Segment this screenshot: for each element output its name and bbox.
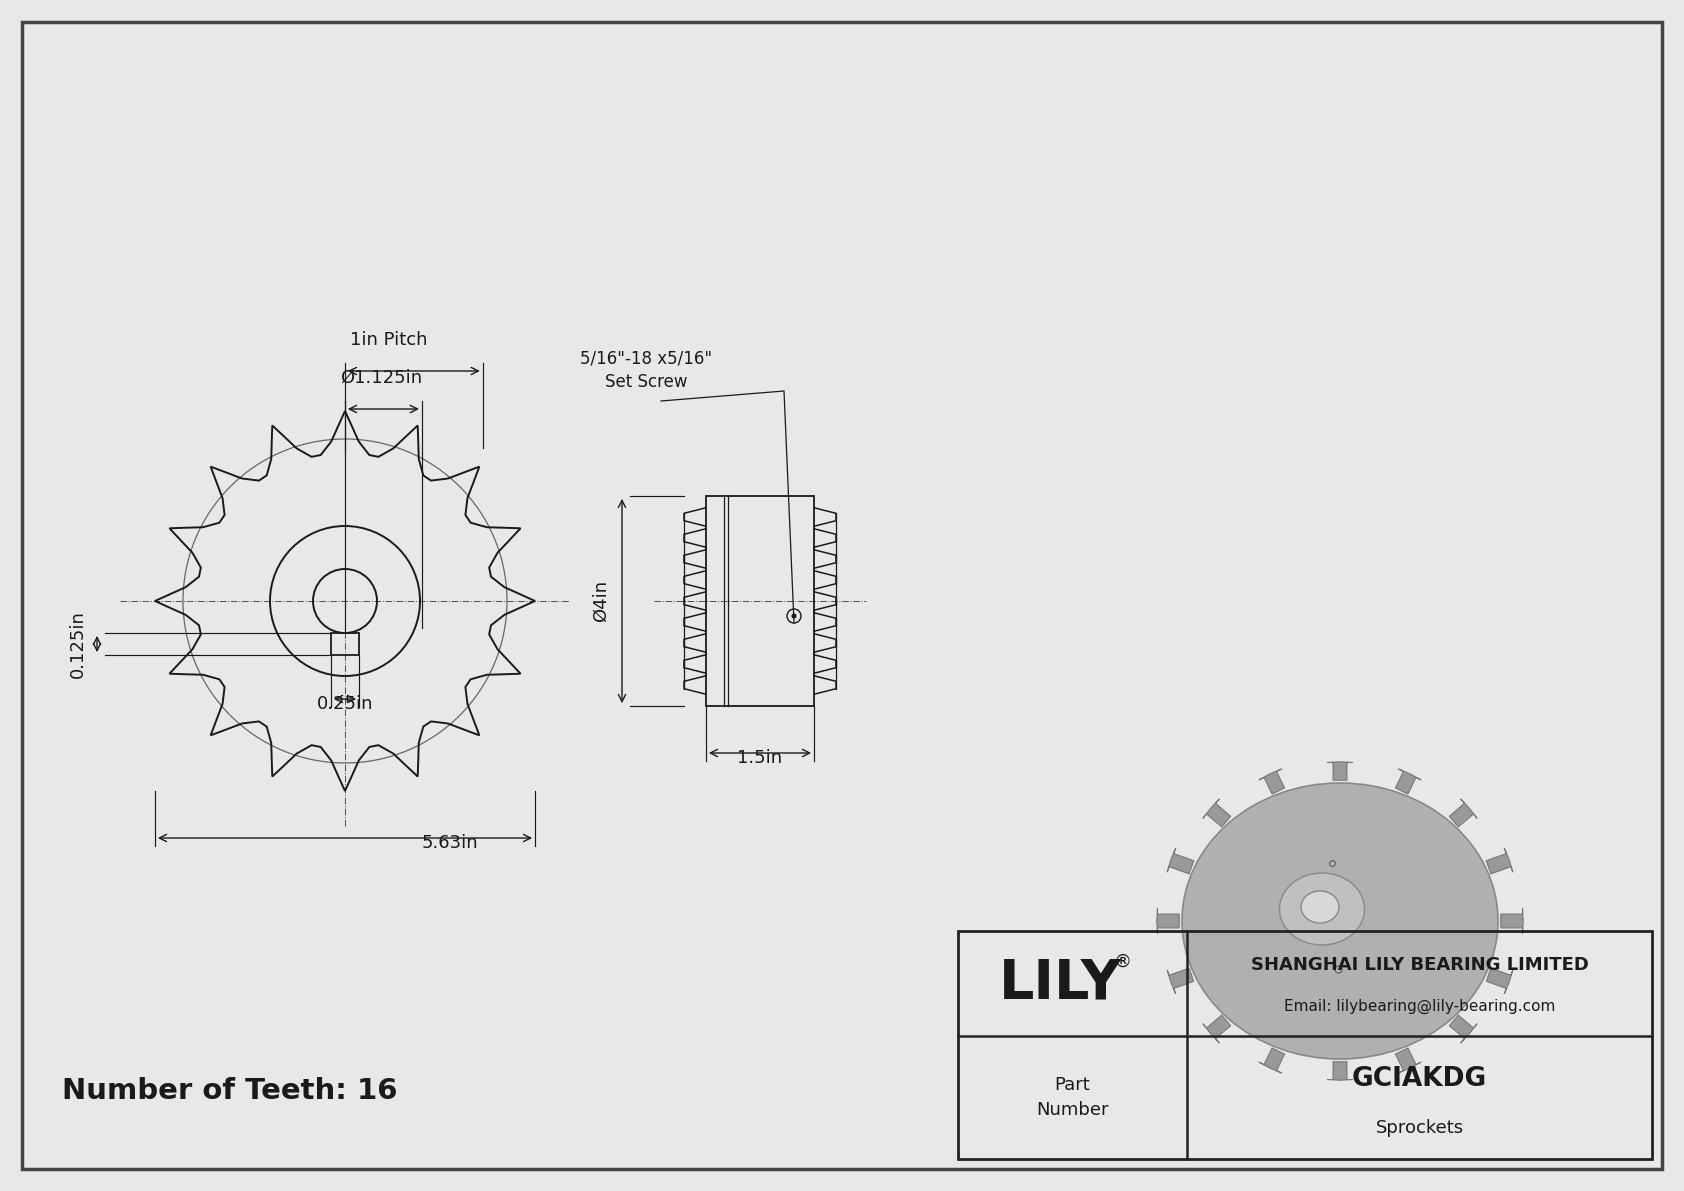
FancyArrowPatch shape	[1327, 1062, 1352, 1080]
Ellipse shape	[1300, 888, 1356, 937]
FancyArrowPatch shape	[1500, 909, 1524, 934]
Text: Email: lilybearing@lily-bearing.com: Email: lilybearing@lily-bearing.com	[1283, 999, 1556, 1014]
FancyArrowPatch shape	[1396, 769, 1421, 794]
FancyArrowPatch shape	[1487, 848, 1512, 874]
Ellipse shape	[1302, 891, 1339, 923]
FancyArrowPatch shape	[1202, 799, 1231, 827]
Text: SHANGHAI LILY BEARING LIMITED: SHANGHAI LILY BEARING LIMITED	[1251, 955, 1588, 973]
Text: 1in Pitch: 1in Pitch	[350, 331, 428, 349]
FancyArrowPatch shape	[1157, 909, 1179, 934]
Ellipse shape	[1280, 873, 1364, 944]
Text: 5.63in: 5.63in	[421, 834, 478, 852]
Text: 1.5in: 1.5in	[738, 749, 783, 767]
FancyArrowPatch shape	[1167, 848, 1194, 874]
Ellipse shape	[1182, 782, 1499, 1059]
Text: 5/16"-18 x5/16"
Set Screw: 5/16"-18 x5/16" Set Screw	[579, 349, 712, 391]
FancyArrowPatch shape	[1450, 799, 1477, 827]
Text: ®: ®	[1113, 953, 1132, 971]
Circle shape	[791, 615, 797, 618]
Text: 0.125in: 0.125in	[69, 610, 88, 678]
Text: Ø4in: Ø4in	[593, 580, 610, 622]
FancyArrowPatch shape	[1167, 968, 1194, 993]
FancyArrowPatch shape	[1450, 1015, 1477, 1043]
FancyArrowPatch shape	[1260, 769, 1285, 794]
FancyArrowPatch shape	[1260, 1048, 1285, 1073]
Text: Part
Number: Part Number	[1036, 1075, 1108, 1118]
Text: GCIAKDG: GCIAKDG	[1352, 1066, 1487, 1092]
FancyArrowPatch shape	[1202, 1015, 1231, 1043]
Text: 0.25in: 0.25in	[317, 696, 374, 713]
Text: Ø1.125in: Ø1.125in	[340, 369, 423, 387]
FancyArrowPatch shape	[1396, 1048, 1421, 1073]
Text: LILY: LILY	[999, 956, 1122, 1010]
FancyArrowPatch shape	[1487, 968, 1512, 993]
Text: Number of Teeth: 16: Number of Teeth: 16	[62, 1077, 397, 1105]
Text: Sprockets: Sprockets	[1376, 1120, 1463, 1137]
FancyArrowPatch shape	[1327, 762, 1352, 780]
